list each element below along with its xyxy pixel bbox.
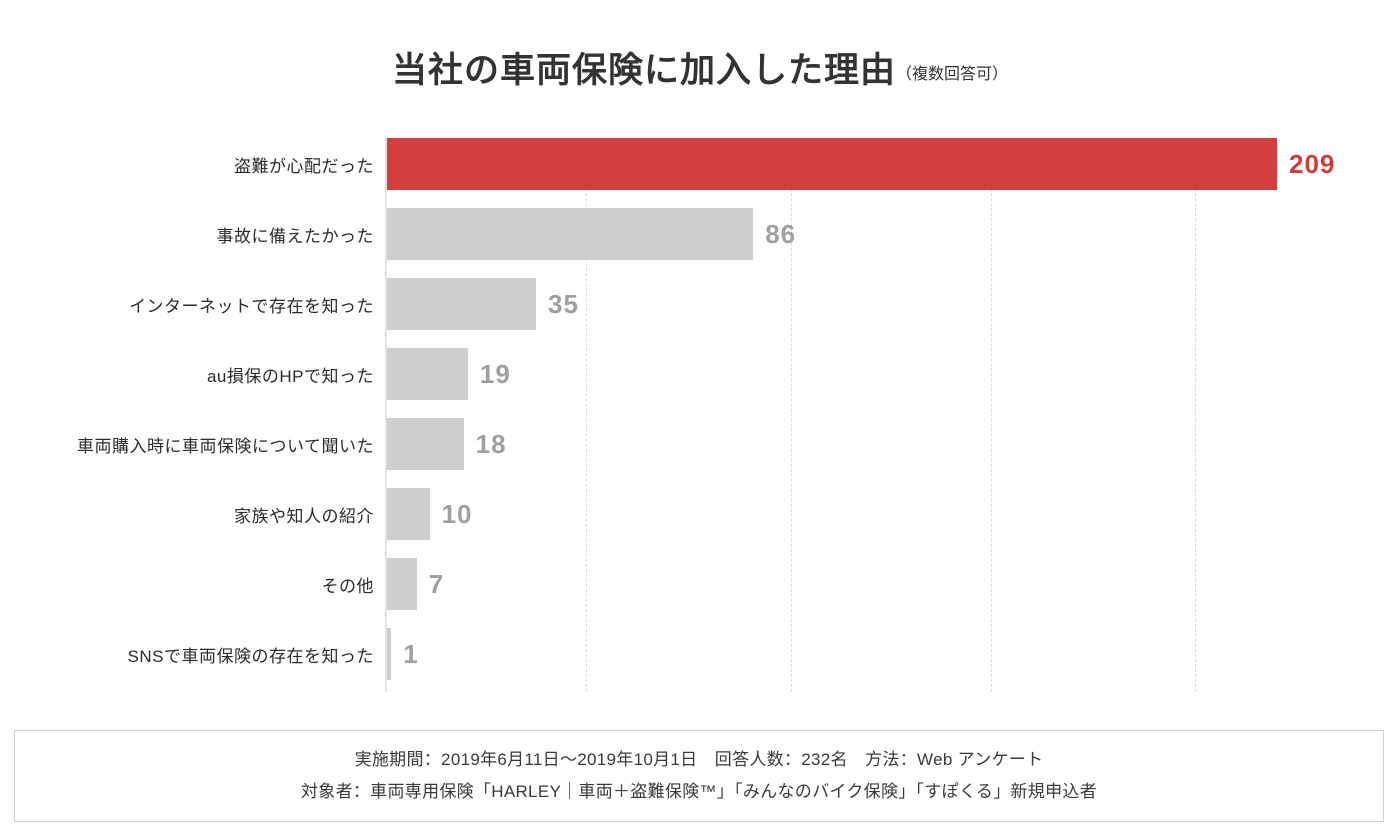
bar xyxy=(387,278,537,330)
page-title: 当社の車両保険に加入した理由（複数回答可） xyxy=(0,42,1400,93)
bar-row: インターネットで存在を知った 35 xyxy=(0,278,1400,330)
bar-value-label: 7 xyxy=(428,568,445,599)
category-label: SNSで車両保険の存在を知った xyxy=(127,646,374,666)
chart-subtitle: （複数回答可） xyxy=(896,66,1009,83)
category-label: その他 xyxy=(321,576,374,596)
category-label: au損保のHPで知った xyxy=(206,366,374,386)
bar xyxy=(387,418,464,470)
bar-value-label: 18 xyxy=(475,428,507,459)
bar-value-label: 1 xyxy=(403,638,419,669)
category-label: 事故に備えたかった xyxy=(216,226,374,246)
y-axis-line xyxy=(385,138,387,692)
gridline-1 xyxy=(790,138,792,692)
bar-value-label: 35 xyxy=(548,288,579,319)
bar xyxy=(387,348,468,400)
bar-row: SNSで車両保険の存在を知った 1 xyxy=(0,628,1400,680)
category-label: インターネットで存在を知った xyxy=(129,296,374,316)
bar xyxy=(387,558,417,610)
bar xyxy=(387,138,1277,190)
category-label: 盗難が心配だった xyxy=(234,156,374,176)
bar-rows: 盗難が心配だった 209 事故に備えたかった 86 インターネットで存在を知った 35 au… xyxy=(0,138,1400,692)
category-label: 家族や知人の紹介 xyxy=(234,506,374,526)
gridline-3 xyxy=(1195,138,1197,692)
bar-row: 事故に備えたかった 86 xyxy=(0,208,1400,260)
bar-value-label: 209 xyxy=(1289,148,1336,179)
bar-value-label: 19 xyxy=(479,358,511,389)
chart-title: 当社の車両保険に加入した理由 xyxy=(391,51,896,90)
survey-note-line-1: 実施期間：2019年6月11日～2019年10月1日 回答人数：232名 方法：… xyxy=(354,749,1044,769)
gridline-2 xyxy=(990,138,992,692)
bar-row: その他 7 xyxy=(0,558,1400,610)
survey-note-line-2: 対象者：車両専用保険「HARLEY｜車両＋盗難保険™」「みんなのバイク保険」「す… xyxy=(300,782,1098,801)
gridlines-layer xyxy=(386,138,1276,692)
bar-row: 盗難が心配だった 209 xyxy=(0,138,1400,190)
bar xyxy=(387,628,392,680)
bar-value-label: 86 xyxy=(765,218,797,249)
bar xyxy=(387,488,430,540)
bar-chart: 盗難が心配だった 209 事故に備えたかった 86 インターネットで存在を知った 35 au… xyxy=(0,138,1400,692)
bar-row: 車両購入時に車両保険について聞いた 18 xyxy=(0,418,1400,470)
gridline-0 xyxy=(586,138,588,692)
bar-row: au損保のHPで知った 19 xyxy=(0,348,1400,400)
bar xyxy=(387,208,754,260)
bar-value-label: 10 xyxy=(441,498,473,529)
survey-note-box: 実施期間：2019年6月11日～2019年10月1日 回答人数：232名 方法：… xyxy=(14,730,1384,822)
bar-row: 家族や知人の紹介 10 xyxy=(0,488,1400,540)
category-label: 車両購入時に車両保険について聞いた xyxy=(77,436,374,456)
